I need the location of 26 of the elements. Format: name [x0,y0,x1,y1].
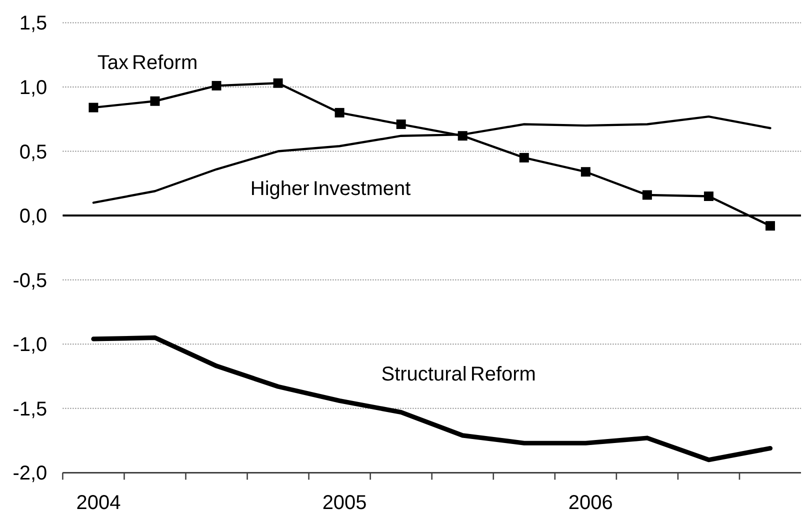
point [765,221,775,231]
x-tick-label: 2005 [322,492,367,514]
y-tick-label: -1,0 [12,334,48,356]
point [150,96,160,106]
y-tick-label: 1,0 [19,76,48,99]
y-tick-label: 0,5 [19,141,48,164]
y-tick-label: -1,5 [12,398,48,420]
y-tick-label: 0,0 [19,206,48,228]
point [334,108,344,118]
series-label: Tax Reform [97,52,198,74]
point [704,192,714,202]
point [642,190,652,200]
point [396,120,406,130]
series-label: Structural Reform [381,363,536,386]
series-label: Higher Investment [250,178,412,200]
x-tick-label: 2004 [76,492,121,514]
point [519,152,529,162]
point [212,80,222,90]
y-tick-label: 1,5 [19,12,48,35]
y-tick-label: -2,0 [12,462,48,485]
point [580,167,590,177]
line-series [91,335,773,462]
point [88,102,98,112]
point [273,78,283,88]
y-tick-label: -0,5 [12,270,48,292]
x-tick-label: 2006 [568,492,613,514]
